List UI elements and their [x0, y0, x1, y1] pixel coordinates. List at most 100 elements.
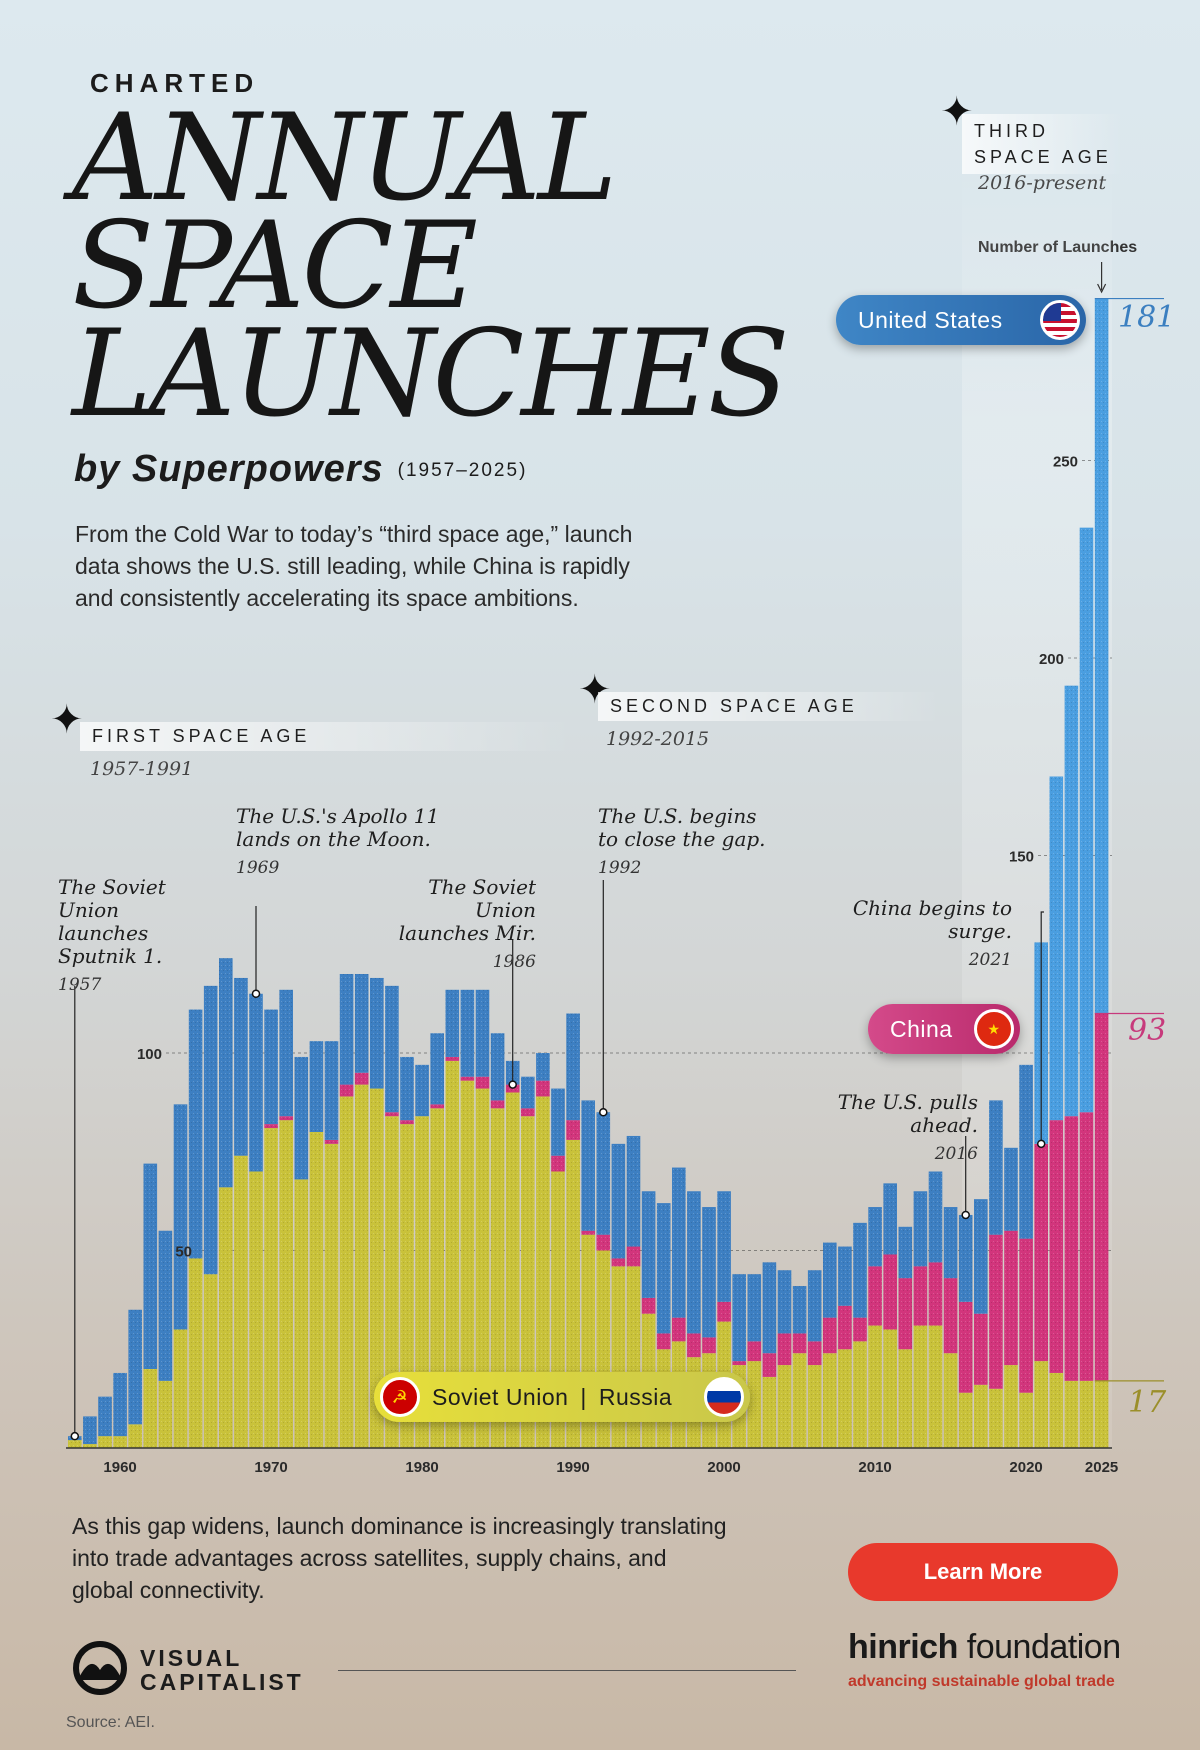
- bar-texture: [596, 1234, 611, 1251]
- bar-texture: [249, 993, 263, 1172]
- bar-texture: [566, 1120, 580, 1140]
- bar-texture: [490, 1100, 505, 1109]
- subtitle-text: by Superpowers: [74, 448, 384, 490]
- bar-texture: [219, 1187, 233, 1448]
- bar-texture: [1064, 1116, 1079, 1381]
- bar-texture: [324, 1143, 339, 1448]
- bar-texture: [747, 1341, 762, 1362]
- bar-texture: [445, 1060, 460, 1448]
- bar-texture: [687, 1333, 701, 1358]
- bar-texture: [807, 1270, 822, 1342]
- bar-texture: [400, 1124, 414, 1448]
- y-tick-label: 150: [1009, 849, 1034, 866]
- bar-texture: [807, 1365, 822, 1448]
- bar-texture: [294, 1056, 309, 1180]
- subtitle: by Superpowers (1957–2025): [74, 448, 527, 491]
- bar-texture: [475, 989, 490, 1077]
- bar-texture: [581, 1230, 595, 1235]
- annotation-line: Union: [58, 898, 120, 922]
- bar-texture: [143, 1369, 158, 1448]
- annotation-marker: [1036, 1139, 1046, 1149]
- bar-texture: [853, 1341, 867, 1448]
- bar-texture: [762, 1262, 777, 1354]
- bar-texture: [672, 1167, 686, 1318]
- bar-texture: [974, 1199, 988, 1314]
- bar-texture: [173, 1104, 188, 1330]
- bar-texture: [354, 974, 369, 1073]
- bar-texture: [370, 977, 384, 1089]
- annotation-marker: [251, 989, 261, 998]
- x-tick-label: 1960: [103, 1459, 136, 1476]
- bar-texture: [762, 1353, 777, 1377]
- annotation-year: 1957: [58, 975, 102, 995]
- bar-texture: [536, 1080, 550, 1097]
- visual-capitalist-wordmark: VISUAL CAPITALIST: [140, 1646, 304, 1694]
- bar-texture: [777, 1365, 792, 1448]
- bar-texture: [913, 1325, 928, 1448]
- annotation-marker: [70, 1431, 80, 1441]
- bar-texture: [1079, 1112, 1094, 1381]
- china-flag-icon: ★: [974, 1009, 1014, 1049]
- bar-texture: [1019, 1238, 1033, 1393]
- annotation-leader: [1040, 911, 1044, 1144]
- bar-texture: [264, 1128, 278, 1448]
- page-title: ANNUAL SPACE LAUNCHES: [72, 99, 790, 435]
- bar-texture: [203, 985, 218, 1275]
- bar-texture: [702, 1207, 716, 1338]
- bar-texture: [475, 1088, 490, 1448]
- bar-texture: [1004, 1365, 1018, 1448]
- bar-texture: [989, 1100, 1003, 1235]
- bar-texture: [475, 1076, 490, 1089]
- bar-texture: [1079, 527, 1094, 1113]
- bar-texture: [143, 1163, 158, 1369]
- bar-texture: [188, 1258, 203, 1448]
- annotation-line: lands on the Moon.: [236, 827, 431, 851]
- annotation-sputnik: The Soviet Union launches Sputnik 1. 195…: [58, 876, 166, 997]
- annotation-line: The U.S. pulls ahead.: [837, 1090, 978, 1137]
- bar-texture: [400, 1120, 414, 1125]
- annotation-apollo: The U.S.'s Apollo 11 lands on the Moon. …: [236, 805, 439, 880]
- annotation-line: The Soviet: [58, 875, 166, 899]
- bar-texture: [1019, 1392, 1033, 1448]
- bar-texture: [339, 1084, 354, 1097]
- bar-texture: [113, 1372, 127, 1437]
- bar-texture: [173, 1329, 188, 1448]
- bar-texture: [868, 1325, 882, 1448]
- bar-texture: [626, 1246, 641, 1267]
- bar-texture: [83, 1444, 97, 1448]
- bar-texture: [234, 1155, 248, 1448]
- bar-texture: [823, 1317, 837, 1354]
- bar-texture: [203, 1274, 218, 1448]
- intro-paragraph: From the Cold War to today’s “third spac…: [75, 521, 633, 611]
- bar-texture: [792, 1286, 807, 1334]
- bar-texture: [958, 1214, 973, 1302]
- bar-texture: [913, 1266, 928, 1326]
- bar-texture: [1049, 776, 1064, 1121]
- bar-texture: [883, 1183, 897, 1255]
- learn-more-button[interactable]: Learn More: [848, 1543, 1118, 1601]
- bar-texture: [943, 1207, 958, 1279]
- bar-texture: [1064, 685, 1079, 1117]
- bar-texture: [1004, 1147, 1018, 1231]
- first-age-label: FIRST SPACE AGE: [80, 722, 574, 751]
- bar-texture: [354, 1072, 369, 1085]
- bar-texture: [536, 1053, 550, 1081]
- bar-texture: [641, 1191, 656, 1298]
- bar-texture: [339, 974, 354, 1085]
- kicker: CHARTED: [90, 68, 260, 98]
- bar-texture: [521, 1076, 535, 1109]
- bar-texture: [626, 1135, 641, 1247]
- bar-texture: [1094, 1013, 1109, 1381]
- bar-texture: [234, 977, 248, 1156]
- bar-texture: [868, 1207, 882, 1267]
- bar-texture: [717, 1191, 731, 1302]
- arrow-down-icon: [1097, 283, 1107, 294]
- bar-texture: [551, 1088, 565, 1156]
- bar-texture: [219, 958, 233, 1188]
- bar-texture: [958, 1301, 973, 1393]
- bar-texture: [838, 1349, 852, 1448]
- vc-line: VISUAL: [140, 1645, 243, 1671]
- x-tick-label: 1980: [405, 1459, 438, 1476]
- soviet-flag-icon: ☭: [380, 1377, 420, 1417]
- bar-texture: [83, 1416, 97, 1445]
